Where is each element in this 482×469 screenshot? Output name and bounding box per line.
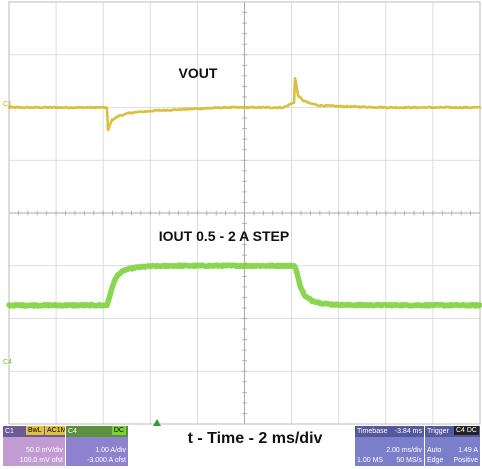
timebase-rate: 50 MS/s — [396, 457, 422, 464]
traces — [6, 77, 482, 309]
ch4-info-box[interactable]: C4 DC 1.00 A/div -3.000 A ofst — [66, 426, 128, 466]
ch1-bwl-badge: BwL — [26, 426, 44, 435]
timebase-samples: 1.00 MS — [357, 457, 384, 464]
trigger-slope: Positive — [453, 457, 478, 464]
ch1-zero-marker: C1 — [3, 101, 12, 108]
graticule-frame — [8, 1, 481, 425]
ch4-zero-marker: C4 — [3, 359, 12, 366]
trigger-level: 1.49 A — [458, 447, 478, 454]
ch1-name: C1 — [5, 428, 14, 435]
graticule — [8, 1, 481, 425]
trigger-type: Edge — [427, 457, 444, 464]
vout-trace — [7, 77, 482, 132]
vout-panel-label: VOUT — [179, 65, 218, 81]
trigger-info-box[interactable]: Trigger C4 DC Auto 1.49 A Edge Positive — [425, 426, 480, 466]
ch1-info-box[interactable]: C1 BwL AC1M 50.0 mV/div 100.0 mV ofst — [3, 426, 65, 466]
ch4-scale: 1.00 A/div — [95, 447, 126, 454]
ch1-offset: 100.0 mV ofst — [19, 457, 63, 464]
trigger-label: Trigger — [427, 428, 449, 435]
timebase-tdiv: 2.00 ms/div — [386, 447, 422, 454]
timebase-delay: -3.84 ms — [394, 428, 422, 435]
ch4-name: C4 — [68, 428, 77, 435]
trigger-mode: Auto — [427, 447, 442, 454]
ch1-scale: 50.0 mV/div — [26, 447, 63, 454]
timebase-info-box[interactable]: Timebase -3.84 ms 2.00 ms/div 1.00 MS 50… — [355, 426, 424, 466]
trigger-position-marker — [153, 419, 161, 426]
oscilloscope-display: VOUT IOUT 0.5 - 2 A STEP C1 C4 — [3, 1, 482, 426]
x-axis-label: t - Time - 2 ms/div — [187, 430, 323, 447]
timebase-label: Timebase — [357, 428, 388, 435]
trigger-source-badge: C4 DC — [453, 426, 479, 435]
ch4-coupling-badge: DC — [111, 426, 126, 435]
iout-panel-label: IOUT 0.5 - 2 A STEP — [159, 228, 289, 244]
ch4-offset: -3.000 A ofst — [87, 457, 126, 464]
ch1-coupling-badge: AC1M — [45, 426, 65, 435]
iout-trace — [6, 262, 482, 309]
